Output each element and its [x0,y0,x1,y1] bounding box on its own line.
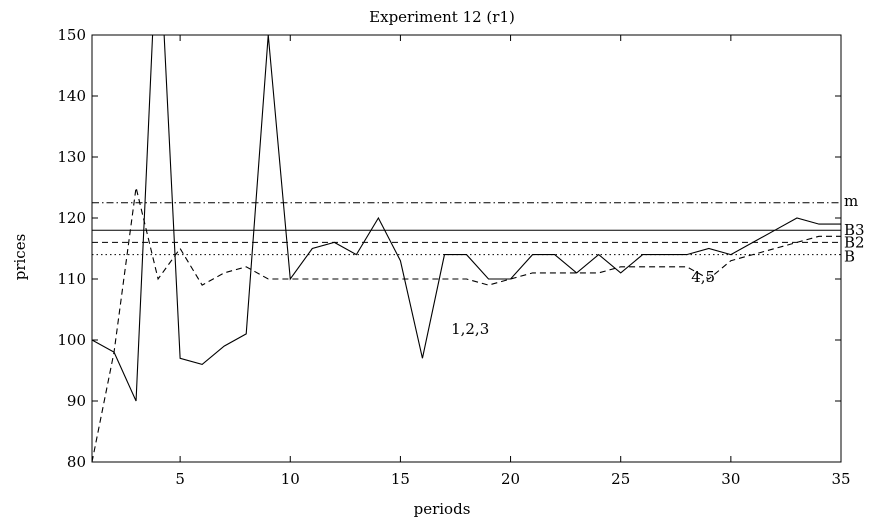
y-tick-label: 80 [67,453,86,471]
reference-line-label: B [844,248,855,266]
reference-line-label: m [844,192,858,210]
x-tick-label: 5 [175,470,185,488]
x-axis-label: periods [413,500,471,518]
reference-lines [92,202,841,256]
x-tick-label: 10 [281,470,300,488]
annotation-label: 4,5 [691,268,715,286]
axis-ticks [92,34,842,463]
series-lines [92,35,841,462]
y-tick-label: 130 [57,148,86,166]
y-tick-label: 110 [57,270,86,288]
x-tick-label: 35 [831,470,850,488]
x-tick-label: 15 [391,470,410,488]
chart-title: Experiment 12 (r1) [369,8,515,26]
y-tick-label: 150 [57,26,86,44]
plot-frame [91,34,842,463]
x-tick-label: 20 [501,470,520,488]
reference-line-label: B3 [844,221,865,239]
y-tick-label: 90 [67,392,86,410]
x-tick-label: 25 [611,470,630,488]
reference-line-label: B2 [844,233,865,251]
y-tick-label: 120 [57,209,86,227]
annotation-label: 1,2,3 [451,320,489,338]
y-tick-label: 100 [57,331,86,349]
y-tick-label: 140 [57,87,86,105]
chart-labels: 5 10 15 20 25 30 35 80 90 100 110 120 130 140 150 m B3B2… [57,26,864,488]
series-line-solid [92,35,841,402]
x-tick-label: 30 [721,470,740,488]
series-line-dashed [92,187,841,462]
